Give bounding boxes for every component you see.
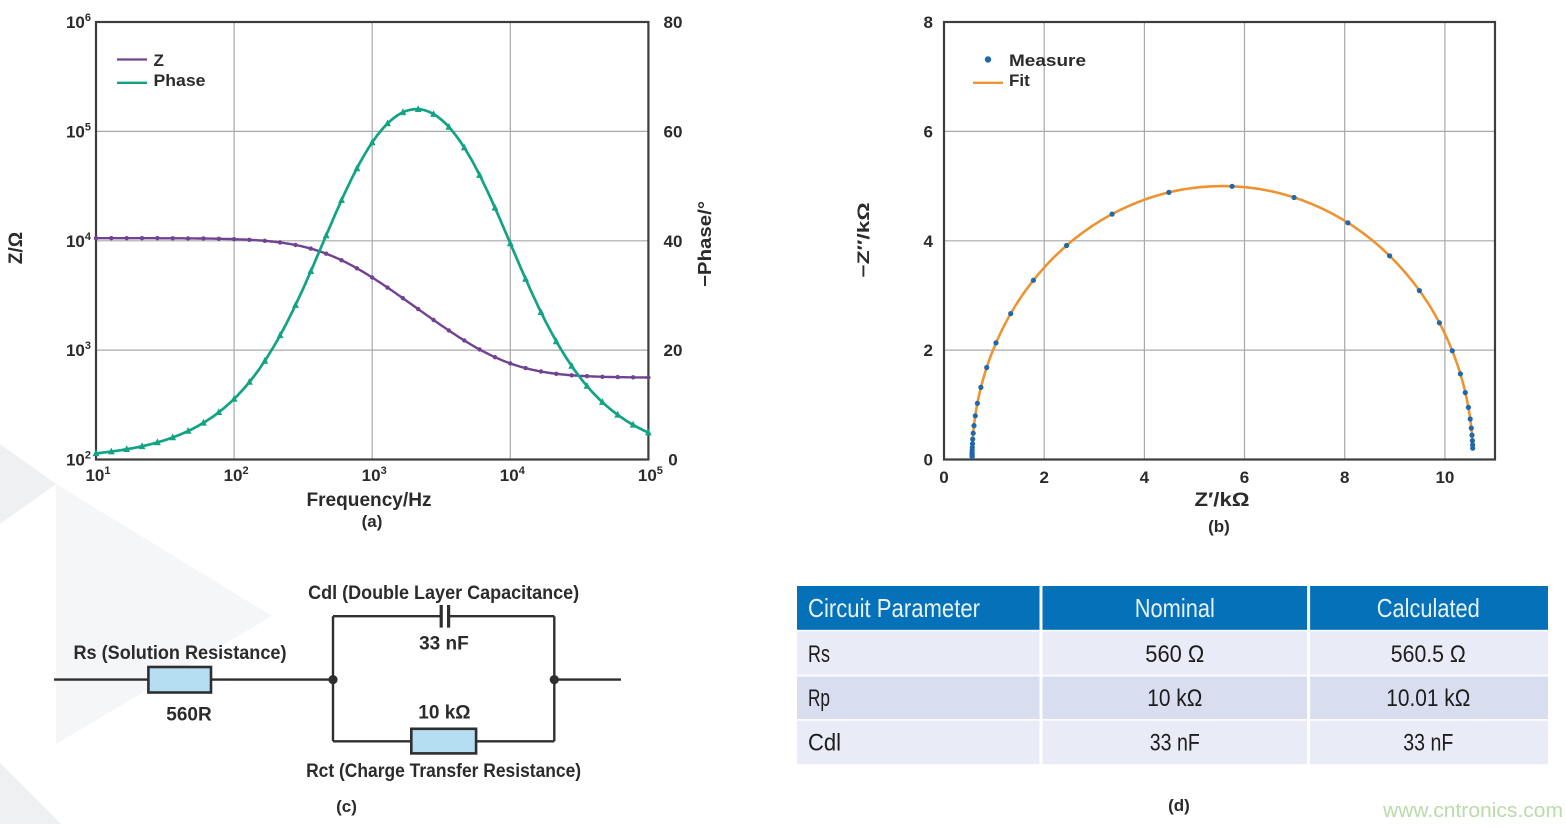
svg-text:Fit: Fit: [1009, 71, 1030, 90]
svg-text:105: 105: [66, 121, 91, 141]
svg-text:33 nF: 33 nF: [1403, 730, 1453, 757]
svg-text:Rp: Rp: [808, 685, 830, 712]
svg-text:0: 0: [668, 451, 677, 470]
svg-text:−Phase/°: −Phase/°: [695, 201, 715, 287]
svg-text:103: 103: [362, 465, 387, 485]
svg-text:20: 20: [664, 341, 683, 360]
svg-text:10 kΩ: 10 kΩ: [1147, 685, 1202, 712]
svg-text:560.5 Ω: 560.5 Ω: [1391, 641, 1466, 668]
svg-text:33 nF: 33 nF: [1150, 730, 1200, 757]
svg-text:0: 0: [939, 468, 948, 487]
svg-text:Cdl (Double Layer Capacitance): Cdl (Double Layer Capacitance): [308, 583, 579, 604]
svg-text:(d): (d): [1168, 796, 1190, 815]
svg-text:10.01 kΩ: 10.01 kΩ: [1386, 685, 1470, 712]
svg-text:101: 101: [85, 465, 110, 485]
svg-text:560R: 560R: [166, 705, 212, 726]
svg-text:102: 102: [224, 465, 249, 485]
svg-text:Z: Z: [154, 51, 164, 70]
svg-text:Calculated: Calculated: [1377, 593, 1480, 623]
svg-text:(b): (b): [1208, 517, 1230, 536]
svg-text:103: 103: [66, 340, 91, 360]
svg-text:102: 102: [66, 450, 91, 470]
svg-text:40: 40: [664, 232, 683, 251]
svg-text:Rct (Charge Transfer Resistanc: Rct (Charge Transfer Resistance): [306, 761, 581, 782]
svg-text:2: 2: [1039, 468, 1048, 487]
svg-text:105: 105: [638, 465, 663, 485]
svg-text:www.cntronics.com: www.cntronics.com: [1382, 800, 1563, 822]
svg-text:Z′/kΩ: Z′/kΩ: [1195, 490, 1250, 511]
svg-text:4: 4: [924, 232, 934, 251]
svg-text:6: 6: [924, 122, 933, 141]
svg-text:2: 2: [924, 341, 933, 360]
svg-text:560 Ω: 560 Ω: [1145, 641, 1204, 668]
svg-text:Nominal: Nominal: [1135, 593, 1215, 623]
svg-text:0: 0: [924, 451, 933, 470]
svg-text:Frequency/Hz: Frequency/Hz: [307, 490, 432, 511]
svg-text:Measure: Measure: [1009, 51, 1086, 70]
svg-text:Cdl: Cdl: [808, 730, 841, 757]
svg-text:10 kΩ: 10 kΩ: [418, 703, 470, 724]
svg-text:(c): (c): [336, 797, 357, 816]
svg-text:80: 80: [664, 13, 683, 32]
svg-text:8: 8: [924, 13, 933, 32]
svg-text:−Z′′/kΩ: −Z′′/kΩ: [854, 203, 873, 278]
svg-text:Z/Ω: Z/Ω: [6, 232, 27, 264]
svg-text:106: 106: [66, 12, 91, 32]
svg-text:Rs: Rs: [808, 641, 830, 668]
svg-text:Circuit Parameter: Circuit Parameter: [808, 593, 980, 623]
svg-text:Phase: Phase: [154, 71, 206, 90]
svg-text:(a): (a): [362, 512, 383, 531]
svg-text:8: 8: [1340, 468, 1349, 487]
svg-text:33 nF: 33 nF: [419, 634, 469, 655]
svg-text:60: 60: [664, 122, 683, 141]
svg-text:6: 6: [1240, 468, 1249, 487]
svg-text:4: 4: [1140, 468, 1150, 487]
svg-text:10: 10: [1435, 468, 1454, 487]
svg-text:Rs (Solution Resistance): Rs (Solution Resistance): [74, 643, 287, 664]
